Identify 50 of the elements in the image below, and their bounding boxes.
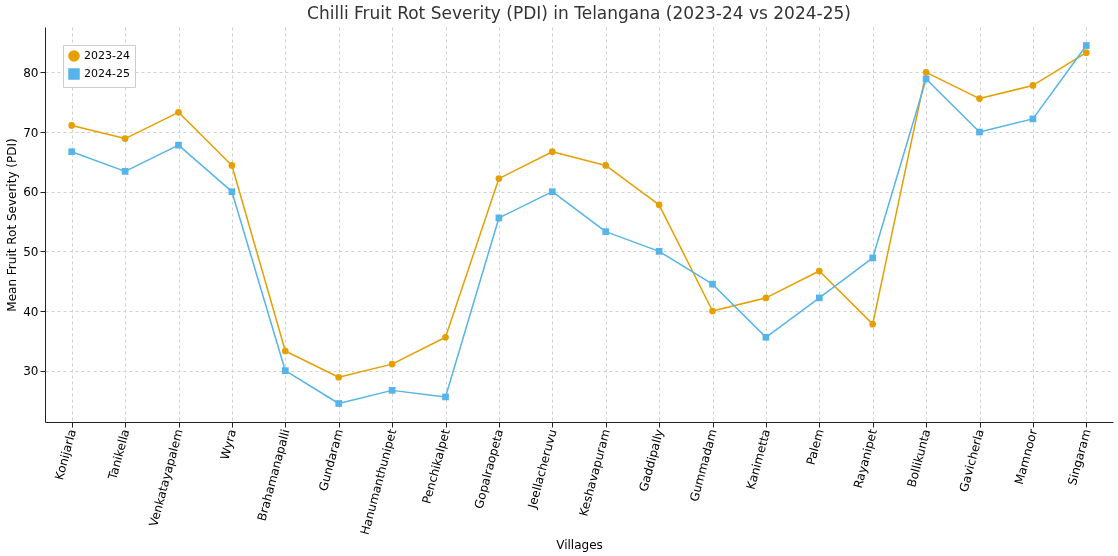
point xyxy=(1082,49,1090,56)
point xyxy=(175,141,182,149)
point xyxy=(121,135,129,142)
point xyxy=(815,267,823,275)
point xyxy=(68,148,76,156)
point xyxy=(976,95,983,102)
y-tick-label: 70 xyxy=(23,125,39,140)
point xyxy=(869,320,877,328)
y-tick-label: 80 xyxy=(23,65,39,80)
point xyxy=(442,393,449,401)
y-axis-title: Mean Fruit Rot Severity (PDI) xyxy=(5,138,20,312)
y-tick-label: 30 xyxy=(23,364,39,379)
point xyxy=(976,128,983,136)
point xyxy=(281,367,289,375)
point xyxy=(388,387,396,394)
point xyxy=(922,69,930,76)
x-tick-label: Palem xyxy=(803,427,827,467)
point xyxy=(762,333,770,341)
point xyxy=(228,188,236,196)
point xyxy=(548,188,556,196)
point xyxy=(281,347,289,355)
point xyxy=(869,254,877,262)
point xyxy=(548,148,556,156)
point xyxy=(228,162,236,169)
point xyxy=(602,162,610,169)
y-tick-label: 40 xyxy=(23,304,39,319)
point xyxy=(442,333,449,341)
point xyxy=(655,248,663,255)
point xyxy=(815,294,823,302)
point xyxy=(335,373,343,381)
chart-title: Chilli Fruit Rot Severity (PDI) in Telangana (2023-24 vs 2024-25) xyxy=(307,3,851,23)
point xyxy=(388,360,396,368)
x-tick-label: Wyra xyxy=(217,427,240,462)
point xyxy=(121,168,129,175)
legend-label: 2024-25 xyxy=(84,67,130,80)
point xyxy=(1029,82,1037,89)
point xyxy=(495,175,503,182)
point xyxy=(335,400,343,407)
legend-label: 2023-24 xyxy=(84,49,130,62)
point xyxy=(1082,42,1090,49)
point xyxy=(655,201,663,209)
y-tick-label: 60 xyxy=(23,185,39,200)
point xyxy=(709,280,716,288)
x-axis-title: Villages xyxy=(556,538,603,553)
point xyxy=(175,108,182,116)
point xyxy=(709,307,716,315)
point xyxy=(762,294,770,302)
y-tick-label: 50 xyxy=(23,244,39,259)
point xyxy=(602,228,610,236)
point xyxy=(68,122,76,129)
